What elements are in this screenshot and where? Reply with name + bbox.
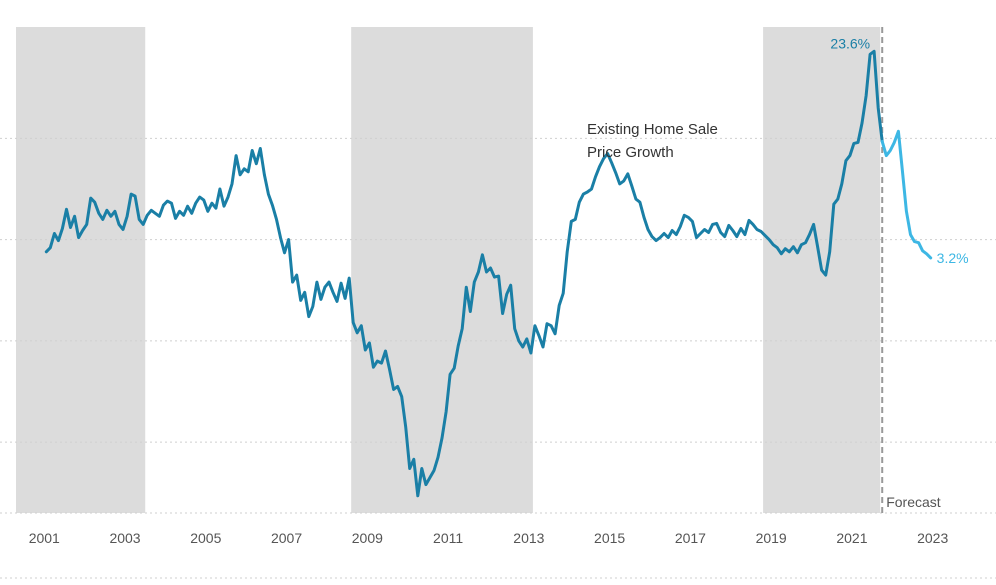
- x-tick-label-2013: 2013: [513, 530, 544, 546]
- x-tick-label-2003: 2003: [109, 530, 140, 546]
- shaded-period-1: [16, 27, 146, 513]
- forecast-marker-layer: Forecast: [881, 27, 941, 513]
- x-tick-label-2009: 2009: [352, 530, 383, 546]
- series-line-actual: [44, 49, 884, 498]
- x-tick-label-2015: 2015: [594, 530, 625, 546]
- x-tick-label-2019: 2019: [756, 530, 787, 546]
- x-tick-label-2023: 2023: [917, 530, 948, 546]
- series-line-forecast: [880, 129, 933, 260]
- recession-shading-layer: [16, 27, 881, 513]
- annotation-layer: 23.6% 3.2%: [830, 35, 968, 266]
- series-label: Existing Home Sale Price Growth: [587, 121, 722, 161]
- x-axis-tick-labels: 2001 2003 2005 2007 2009 2011 2013 2015 2017 2019…: [29, 530, 949, 546]
- x-tick-label-2005: 2005: [190, 530, 221, 546]
- end-value-label: 3.2%: [937, 250, 969, 266]
- x-tick-label-2021: 2021: [836, 530, 867, 546]
- peak-value-label: 23.6%: [830, 35, 870, 51]
- series-line-layer: [44, 49, 933, 498]
- x-tick-label-2007: 2007: [271, 530, 302, 546]
- series-label-line-1: Existing Home Sale: [587, 121, 718, 138]
- forecast-label: Forecast: [886, 494, 941, 510]
- x-tick-label-2011: 2011: [433, 530, 463, 546]
- x-tick-label-2001: 2001: [29, 530, 60, 546]
- series-label-line-2: Price Growth: [587, 144, 674, 161]
- x-tick-label-2017: 2017: [675, 530, 706, 546]
